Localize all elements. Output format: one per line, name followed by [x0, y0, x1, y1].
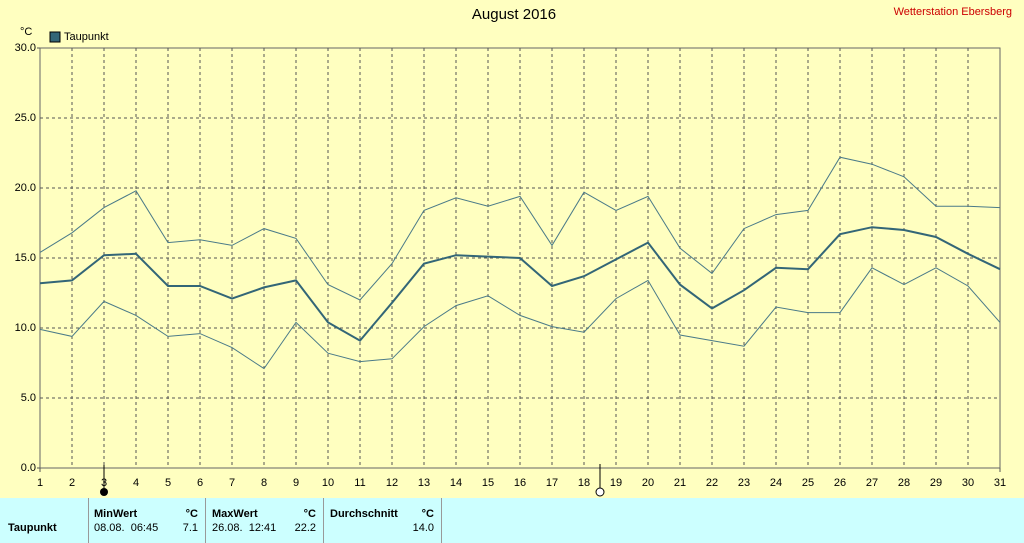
row-label: Taupunkt [8, 522, 57, 534]
x-tick-label: 1 [37, 477, 43, 489]
table-cell: 14.0 [412, 522, 434, 534]
y-tick-label: 5.0 [21, 392, 36, 404]
x-tick-label: 8 [261, 477, 267, 489]
chart: August 2016 Wetterstation Ebersberg °C 0… [15, 6, 1012, 497]
column-header: MaxWert [212, 508, 258, 520]
x-tick-label: 30 [962, 477, 974, 489]
x-tick-label: 21 [674, 477, 686, 489]
x-tick-label: 17 [546, 477, 558, 489]
x-tick-label: 13 [418, 477, 430, 489]
new-moon-icon [100, 488, 108, 496]
series-line [39, 226, 1001, 342]
x-tick-label: 6 [197, 477, 203, 489]
series-line [39, 267, 1001, 370]
x-tick-label: 4 [133, 477, 139, 489]
column-separator [88, 498, 89, 543]
y-tick-label: 30.0 [15, 42, 36, 54]
x-tick-label: 7 [229, 477, 235, 489]
column-header: °C [421, 508, 434, 520]
y-tick-label: 15.0 [15, 252, 36, 264]
column-separator [323, 498, 324, 543]
x-tick-label: 18 [578, 477, 590, 489]
x-tick-label: 24 [770, 477, 782, 489]
x-tick-label: 14 [450, 477, 462, 489]
y-tick-label: 20.0 [15, 182, 36, 194]
x-tick-label: 25 [802, 477, 814, 489]
y-unit: °C [20, 26, 32, 38]
series-line [39, 156, 1001, 301]
x-tick-label: 28 [898, 477, 910, 489]
legend-label: Taupunkt [64, 31, 109, 43]
x-tick-label: 5 [165, 477, 171, 489]
column-header: °C [303, 508, 316, 520]
x-tick-label: 16 [514, 477, 526, 489]
x-tick-label: 27 [866, 477, 878, 489]
x-tick-label: 20 [642, 477, 654, 489]
chart-title: August 2016 [472, 6, 556, 23]
x-tick-label: 29 [930, 477, 942, 489]
x-tick-label: 31 [994, 477, 1006, 489]
column-separator [205, 498, 206, 543]
legend-swatch [49, 31, 61, 43]
x-tick-label: 9 [293, 477, 299, 489]
x-tick-label: 26 [834, 477, 846, 489]
column-header: °C [185, 508, 198, 520]
x-tick-label: 15 [482, 477, 494, 489]
table-cell: 08.08. 06:45 [94, 522, 159, 534]
x-tick-label: 12 [386, 477, 398, 489]
station-name: Wetterstation Ebersberg [894, 6, 1012, 18]
y-tick-label: 0.0 [21, 462, 36, 474]
x-tick-label: 10 [322, 477, 334, 489]
table-cell: 22.2 [294, 522, 316, 534]
table-cell: 26.08. 12:41 [212, 522, 277, 534]
x-tick-label: 2 [69, 477, 75, 489]
column-separator [441, 498, 442, 543]
x-tick-label: 3 [101, 477, 107, 489]
y-tick-label: 25.0 [15, 112, 36, 124]
stats-table: MinWert °C MaxWert °C Durchschnitt °C Taupunkt… [0, 498, 1024, 543]
x-tick-label: 11 [354, 477, 365, 489]
full-moon-icon [595, 487, 605, 497]
y-tick-label: 10.0 [15, 322, 36, 334]
x-tick-label: 19 [610, 477, 622, 489]
column-header: Durchschnitt [330, 508, 398, 520]
x-tick-label: 22 [706, 477, 718, 489]
x-tick-label: 23 [738, 477, 750, 489]
column-header: MinWert [94, 508, 138, 520]
table-cell: 7.1 [182, 522, 198, 534]
